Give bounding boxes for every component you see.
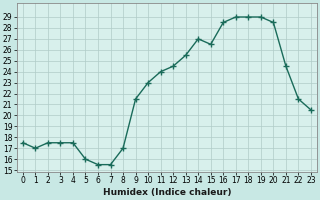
X-axis label: Humidex (Indice chaleur): Humidex (Indice chaleur) [103,188,231,197]
